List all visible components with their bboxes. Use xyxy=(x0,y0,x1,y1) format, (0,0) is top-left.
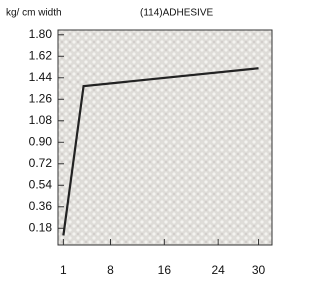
y-tick-label: 1.26 xyxy=(29,91,53,105)
x-tick-label: 8 xyxy=(107,263,114,277)
y-tick-label: 0.90 xyxy=(29,134,53,148)
chart-title: (114)ADHESIVE xyxy=(140,8,214,19)
y-tick-label: 1.62 xyxy=(29,48,53,62)
x-tick-label: 30 xyxy=(252,263,266,277)
y-tick-label: 1.80 xyxy=(29,27,53,41)
y-tick-label: 0.72 xyxy=(29,156,53,170)
page: {"chart_data": {"type": "line", "title":… xyxy=(0,0,320,283)
x-tick-label: 1 xyxy=(60,263,67,277)
plot-area xyxy=(58,30,272,245)
chart: kg/ cm width (114)ADHESIVE 1.80 1.62 1.44 1… xyxy=(0,0,281,283)
y-tick-label: 0.36 xyxy=(29,199,53,213)
y-tick-label: 1.08 xyxy=(29,113,53,127)
y-tick-label: 0.18 xyxy=(29,220,53,234)
y-tick-label: 1.44 xyxy=(29,70,53,84)
y-axis-label: kg/ cm width xyxy=(6,8,62,19)
x-tick-label: 24 xyxy=(211,263,225,277)
x-tick-label: 16 xyxy=(158,263,172,277)
y-tick-label: 0.54 xyxy=(29,177,53,191)
